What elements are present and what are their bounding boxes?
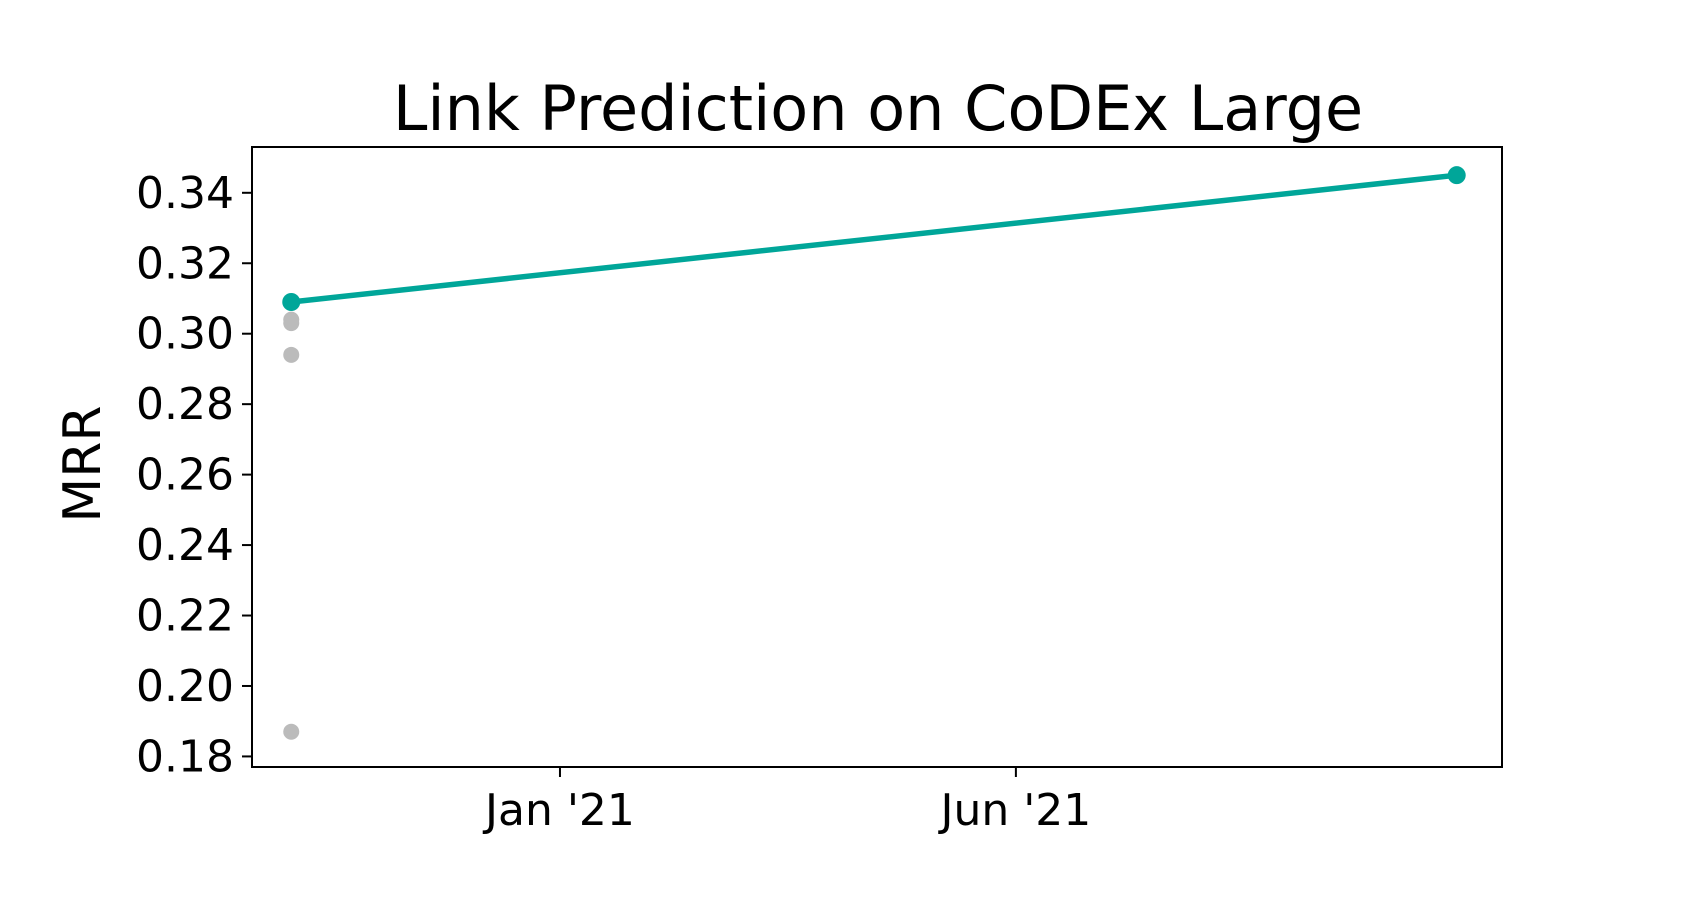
y-tick-label: 0.22 (136, 591, 234, 642)
data-point-other (283, 346, 300, 363)
x-tick-label: Jun '21 (937, 785, 1091, 836)
data-point-other (283, 315, 300, 332)
data-point-sota (282, 293, 301, 311)
y-tick-label: 0.32 (136, 238, 234, 289)
y-tick-label: 0.24 (136, 520, 234, 571)
data-point-sota (1447, 166, 1466, 185)
chart-title: Link Prediction on CoDEx Large (393, 72, 1363, 145)
plot-area: 0.18 0.20 0.22 0.24 0.26 0.28 0.30 0.32 0.34 Jan … (136, 146, 1503, 836)
y-tick-label: 0.28 (136, 379, 234, 430)
y-tick-label: 0.18 (136, 731, 234, 782)
plot-frame (251, 146, 1503, 768)
data-point-other (283, 723, 300, 740)
x-tick-label: Jan '21 (482, 785, 635, 836)
y-tick-label: 0.34 (136, 168, 234, 219)
series-line-sota (288, 172, 1460, 305)
y-tick-label: 0.30 (136, 309, 234, 360)
y-tick-label: 0.26 (136, 450, 234, 501)
y-axis-label: MRR (53, 405, 113, 522)
y-tick-label: 0.20 (136, 661, 234, 712)
